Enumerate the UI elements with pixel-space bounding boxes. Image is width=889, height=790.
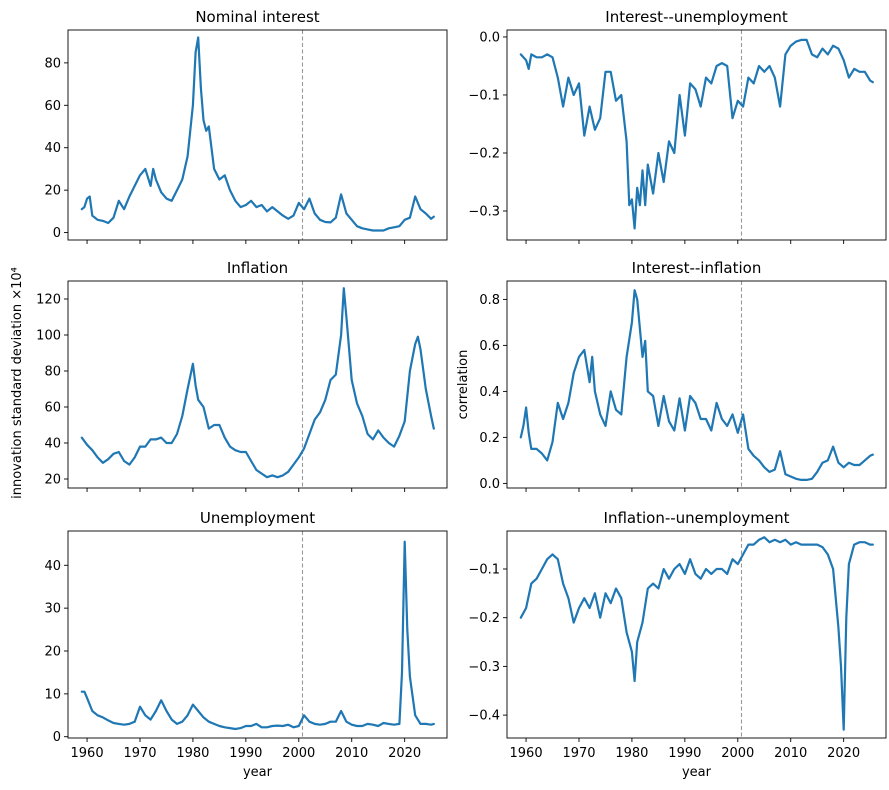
- y-tick-label: 0.0: [479, 30, 500, 45]
- y-tick-label: 80: [44, 365, 61, 380]
- panel-6: −0.1 −0.2 −0.3 −0.4 1960 1970 1980 1990 2000 2010…: [468, 509, 887, 780]
- axes-frame: [506, 280, 887, 489]
- y-tick-label: −0.2: [468, 611, 500, 626]
- panel-title: Inflation: [227, 259, 288, 277]
- x-tick-label: 1990: [229, 746, 262, 761]
- y-tick-label: 10: [44, 687, 61, 702]
- series-line: [519, 38, 874, 230]
- axes-frame: [67, 29, 448, 241]
- x-tick-label: 1960: [71, 746, 104, 761]
- y-tick-label: 20: [44, 184, 61, 199]
- axes-frame: [506, 530, 887, 739]
- x-tick-label: 2000: [282, 746, 315, 761]
- x-tick-label: 2020: [827, 746, 860, 761]
- y-tick-label: −0.2: [468, 146, 500, 161]
- y-tick-label: 80: [44, 56, 61, 71]
- panel-title: Inflation--unemployment: [604, 509, 790, 527]
- panel-title: Interest--unemployment: [605, 8, 788, 26]
- y-tick-label: −0.3: [468, 660, 500, 675]
- axes-frame: [506, 29, 887, 241]
- y-tick-label: 0: [53, 730, 61, 745]
- y-tick-label: 100: [36, 329, 61, 344]
- x-tick-label: 2020: [388, 746, 421, 761]
- panel-3: 20 40 60 80 100 120 Inflation: [36, 259, 448, 492]
- y-tick-label: 0.8: [479, 293, 500, 308]
- y-tick-label: 40: [44, 559, 61, 574]
- panel-title: Interest--inflation: [632, 259, 762, 277]
- panel-1: 0 20 40 60 80 Nominal interest: [44, 8, 448, 244]
- axes-frame: [67, 280, 448, 489]
- x-tick-label: 1990: [668, 746, 701, 761]
- x-tick-label: 1970: [123, 746, 156, 761]
- y-tick-label: 60: [44, 401, 61, 416]
- series-line: [80, 540, 435, 731]
- y-tick-label: 120: [36, 293, 61, 308]
- ylabel-left: innovation standard deviation ×10⁴: [10, 267, 25, 499]
- y-tick-label: 20: [44, 645, 61, 660]
- y-tick-label: 60: [44, 99, 61, 114]
- axes-frame: [67, 530, 448, 739]
- panel-title: Nominal interest: [195, 8, 319, 26]
- series-line: [519, 536, 874, 731]
- y-tick-label: −0.1: [468, 562, 500, 577]
- y-tick-label: −0.3: [468, 204, 500, 219]
- x-axis-label: year: [682, 765, 712, 780]
- y-axis-label: correlation: [456, 350, 471, 420]
- panel-2: 0.0 −0.1 −0.2 −0.3 Interest--unemployment: [468, 8, 887, 244]
- x-tick-label: 2010: [335, 746, 368, 761]
- x-tick-label: 2010: [774, 746, 807, 761]
- series-line: [80, 287, 435, 479]
- y-tick-label: 20: [44, 473, 61, 488]
- panel-5: 0 10 20 30 40 1960 1970 1980 1990 2000 2010 2020 Une…: [44, 509, 448, 780]
- x-tick-label: 1980: [176, 746, 209, 761]
- panel-title: Unemployment: [200, 509, 315, 527]
- x-tick-label: 1970: [562, 746, 595, 761]
- y-tick-label: 0.0: [479, 477, 500, 492]
- y-tick-label: −0.4: [468, 709, 500, 724]
- x-tick-label: 2000: [721, 746, 754, 761]
- y-tick-label: 40: [44, 437, 61, 452]
- y-tick-label: −0.1: [468, 88, 500, 103]
- y-tick-label: 0.6: [479, 339, 500, 354]
- y-tick-label: 40: [44, 141, 61, 156]
- y-tick-label: 0.4: [479, 385, 500, 400]
- panel-4: 0.0 0.2 0.4 0.6 0.8 Interest--inflation correl…: [456, 259, 887, 492]
- series-line: [519, 289, 874, 481]
- x-tick-label: 1960: [510, 746, 543, 761]
- y-tick-label: 0: [53, 226, 61, 241]
- y-tick-label: 0.2: [479, 431, 500, 446]
- x-tick-label: 1980: [615, 746, 648, 761]
- series-line: [80, 36, 435, 232]
- y-tick-label: 30: [44, 602, 61, 617]
- x-axis-label: year: [243, 765, 273, 780]
